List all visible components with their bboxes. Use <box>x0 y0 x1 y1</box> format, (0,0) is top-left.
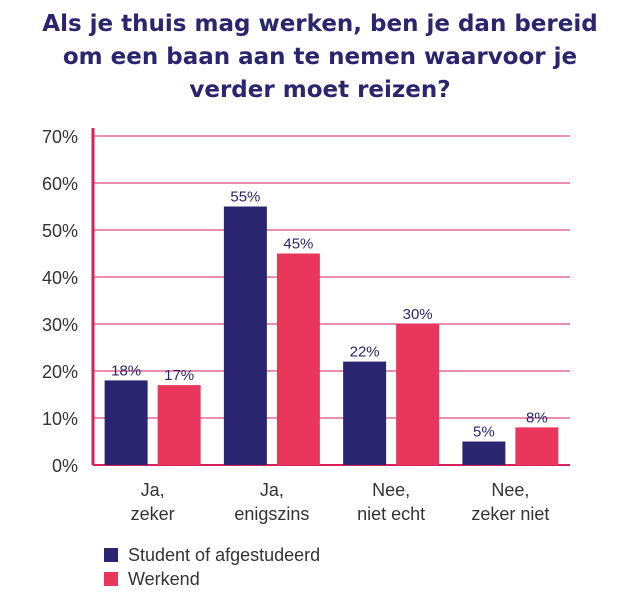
data-label: 55% <box>230 189 260 206</box>
legend-swatch-werkend <box>104 572 118 586</box>
x-tick-label: Ja, <box>260 480 284 500</box>
bar <box>343 361 387 465</box>
x-tick-label: enigszins <box>234 504 309 524</box>
x-tick-label: zeker <box>131 504 175 524</box>
bar <box>462 441 506 465</box>
y-tick-label: 0% <box>52 456 78 476</box>
legend-label-student: Student of afgestudeerd <box>128 544 321 565</box>
data-label: 5% <box>473 424 495 441</box>
y-tick-label: 70% <box>42 127 78 147</box>
chart-title: Als je thuis mag werken, ben je dan bere… <box>0 8 640 107</box>
data-label: 17% <box>164 367 194 384</box>
bar <box>515 427 559 465</box>
chart-legend: Student of afgestudeerd Werkend <box>104 543 320 591</box>
data-label: 30% <box>403 306 433 323</box>
x-tick-label: Nee, <box>491 480 529 500</box>
y-tick-label: 40% <box>42 268 78 288</box>
chart-title-line: verder moet reizen? <box>189 77 451 103</box>
x-tick-label: Nee, <box>372 480 410 500</box>
legend-swatch-student <box>104 548 118 562</box>
y-tick-label: 30% <box>42 315 78 335</box>
bar <box>157 385 201 465</box>
x-tick-label: niet echt <box>357 504 425 524</box>
data-label: 8% <box>526 409 548 426</box>
legend-label-werkend: Werkend <box>128 568 200 589</box>
y-tick-label: 10% <box>42 409 78 429</box>
chart-title-line: Als je thuis mag werken, ben je dan bere… <box>42 11 598 37</box>
data-label: 18% <box>111 362 141 379</box>
y-tick-label: 50% <box>42 221 78 241</box>
y-tick-label: 60% <box>42 174 78 194</box>
bar <box>223 206 267 465</box>
bar <box>276 253 320 465</box>
legend-item-student: Student of afgestudeerd <box>104 543 320 567</box>
y-tick-label: 20% <box>42 362 78 382</box>
chart-title-line: om een baan aan te nemen waarvoor je <box>62 44 578 70</box>
data-label: 45% <box>283 236 313 253</box>
x-tick-label: Ja, <box>141 480 165 500</box>
bar <box>396 324 440 465</box>
legend-item-werkend: Werkend <box>104 567 320 591</box>
data-label: 22% <box>350 344 380 361</box>
x-tick-label: zeker niet <box>471 504 549 524</box>
bar <box>104 380 148 465</box>
